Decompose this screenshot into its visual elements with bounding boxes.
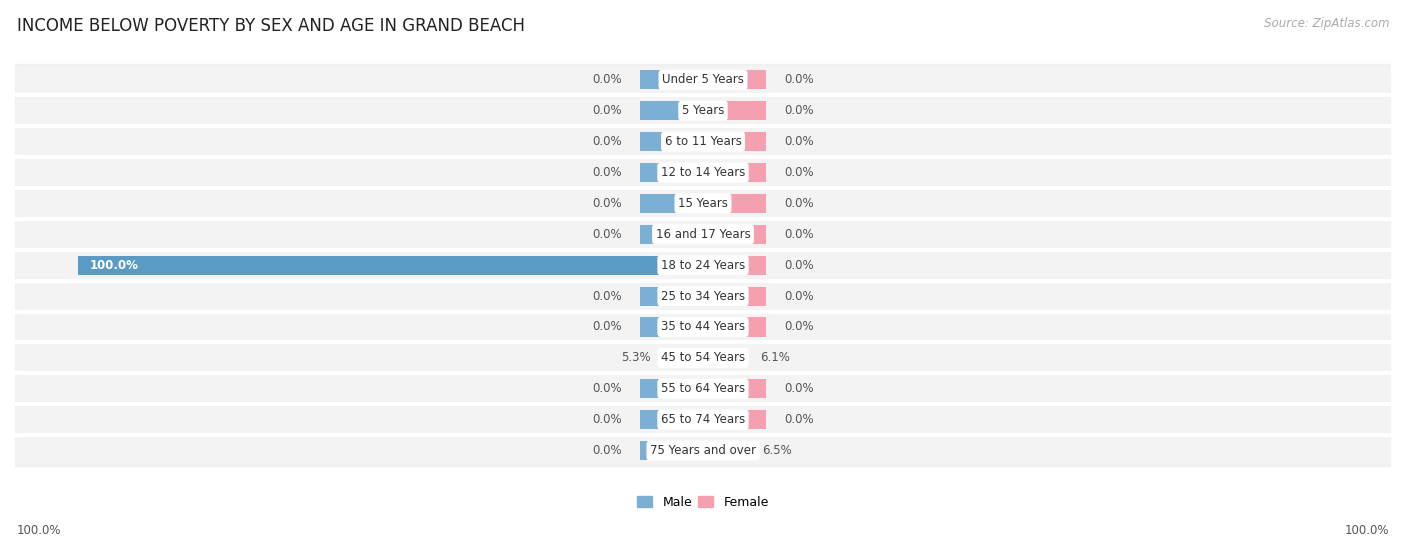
Bar (641, 379, 703, 399)
Text: 18 to 24 Years: 18 to 24 Years (661, 259, 745, 272)
Bar (703, 163, 765, 182)
Bar (641, 163, 703, 182)
Text: 0.0%: 0.0% (785, 73, 814, 86)
Text: 16 and 17 Years: 16 and 17 Years (655, 228, 751, 241)
Bar (15, 126, 1391, 157)
Bar (641, 441, 703, 460)
Bar (703, 441, 744, 460)
Text: 100.0%: 100.0% (17, 524, 62, 537)
Text: 0.0%: 0.0% (592, 135, 621, 148)
Text: 0.0%: 0.0% (592, 228, 621, 241)
Bar (703, 410, 765, 429)
Text: 15 Years: 15 Years (678, 197, 728, 210)
Text: 0.0%: 0.0% (592, 320, 621, 334)
Bar (15, 250, 1391, 281)
Text: 6.1%: 6.1% (759, 352, 790, 364)
Bar (703, 318, 765, 337)
Bar (15, 373, 1391, 404)
Bar (641, 225, 703, 244)
Text: 65 to 74 Years: 65 to 74 Years (661, 413, 745, 426)
Bar (641, 318, 703, 337)
Text: 75 Years and over: 75 Years and over (650, 444, 756, 457)
Bar (641, 410, 703, 429)
Text: 35 to 44 Years: 35 to 44 Years (661, 320, 745, 334)
Bar (15, 188, 1391, 219)
Bar (77, 255, 703, 275)
Text: 0.0%: 0.0% (592, 197, 621, 210)
Text: 5.3%: 5.3% (621, 352, 651, 364)
Bar (669, 348, 703, 367)
Text: INCOME BELOW POVERTY BY SEX AND AGE IN GRAND BEACH: INCOME BELOW POVERTY BY SEX AND AGE IN G… (17, 17, 524, 35)
Text: 0.0%: 0.0% (592, 444, 621, 457)
Text: 0.0%: 0.0% (592, 290, 621, 302)
Text: Source: ZipAtlas.com: Source: ZipAtlas.com (1264, 17, 1389, 30)
Bar (703, 101, 765, 120)
Text: 0.0%: 0.0% (592, 413, 621, 426)
Bar (15, 157, 1391, 188)
Legend: Male, Female: Male, Female (633, 491, 773, 514)
Text: 0.0%: 0.0% (785, 197, 814, 210)
Bar (703, 194, 765, 213)
Bar (703, 348, 741, 367)
Bar (703, 225, 765, 244)
Text: 55 to 64 Years: 55 to 64 Years (661, 382, 745, 395)
Bar (15, 219, 1391, 250)
Text: 0.0%: 0.0% (785, 259, 814, 272)
Text: 25 to 34 Years: 25 to 34 Years (661, 290, 745, 302)
Bar (15, 281, 1391, 311)
Text: 45 to 54 Years: 45 to 54 Years (661, 352, 745, 364)
Text: 100.0%: 100.0% (90, 259, 139, 272)
Bar (703, 379, 765, 399)
Bar (703, 255, 765, 275)
Bar (15, 95, 1391, 126)
Bar (703, 132, 765, 151)
Text: 0.0%: 0.0% (785, 135, 814, 148)
Bar (15, 404, 1391, 435)
Text: 0.0%: 0.0% (785, 413, 814, 426)
Bar (15, 64, 1391, 95)
Text: 0.0%: 0.0% (592, 166, 621, 179)
Text: 0.0%: 0.0% (785, 104, 814, 117)
Text: Under 5 Years: Under 5 Years (662, 73, 744, 86)
Text: 6.5%: 6.5% (762, 444, 792, 457)
Text: 0.0%: 0.0% (592, 382, 621, 395)
Text: 0.0%: 0.0% (785, 228, 814, 241)
Text: 0.0%: 0.0% (785, 320, 814, 334)
Text: 0.0%: 0.0% (785, 290, 814, 302)
Bar (641, 101, 703, 120)
Text: 0.0%: 0.0% (592, 73, 621, 86)
Bar (15, 311, 1391, 343)
Text: 100.0%: 100.0% (1344, 524, 1389, 537)
Bar (15, 435, 1391, 466)
Bar (641, 132, 703, 151)
Text: 0.0%: 0.0% (785, 166, 814, 179)
Text: 0.0%: 0.0% (785, 382, 814, 395)
Bar (641, 194, 703, 213)
Bar (703, 287, 765, 306)
Text: 12 to 14 Years: 12 to 14 Years (661, 166, 745, 179)
Bar (641, 287, 703, 306)
Text: 5 Years: 5 Years (682, 104, 724, 117)
Bar (641, 70, 703, 89)
Text: 6 to 11 Years: 6 to 11 Years (665, 135, 741, 148)
Bar (703, 70, 765, 89)
Bar (15, 343, 1391, 373)
Text: 0.0%: 0.0% (592, 104, 621, 117)
